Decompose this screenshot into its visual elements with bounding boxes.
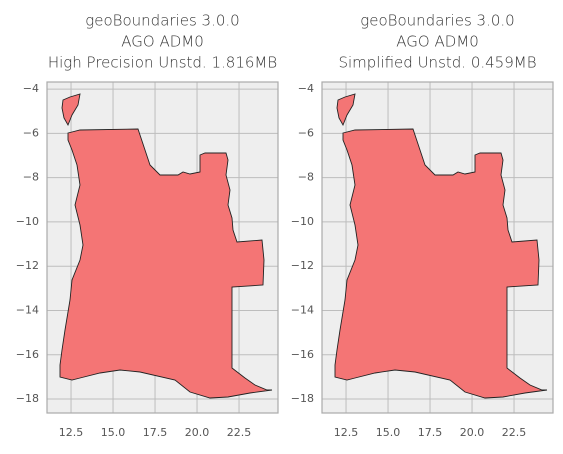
axes-frame xyxy=(46,81,279,414)
x-tick-label: 22.5 xyxy=(227,426,252,439)
y-tick-label: −10 xyxy=(291,215,314,228)
y-tick-label: −6 xyxy=(23,126,39,139)
panel-title: geoBoundaries 3.0.0 xyxy=(85,12,239,30)
x-tick-label: 15.0 xyxy=(101,426,126,439)
y-tick-label: −14 xyxy=(16,303,39,316)
axes-frame xyxy=(321,81,554,414)
y-tick-label: −16 xyxy=(291,348,314,361)
panel-title: Simplified Unstd. 0.459MB xyxy=(338,54,536,72)
y-tick-label: −12 xyxy=(291,259,314,272)
panel-title: AGO ADM0 xyxy=(121,33,204,51)
y-tick-label: −12 xyxy=(16,259,39,272)
y-tick-label: −6 xyxy=(298,126,314,139)
y-tick-label: −18 xyxy=(291,392,314,405)
x-tick-label: 12.5 xyxy=(59,426,84,439)
x-tick-label: 20.0 xyxy=(460,426,485,439)
y-tick-label: −16 xyxy=(16,348,39,361)
panel-title: High Precision Unstd. 1.816MB xyxy=(48,54,277,72)
x-tick-label: 20.0 xyxy=(185,426,210,439)
y-tick-label: −4 xyxy=(298,82,314,95)
y-tick-label: −10 xyxy=(16,215,39,228)
y-tick-label: −18 xyxy=(16,392,39,405)
x-tick-label: 12.5 xyxy=(334,426,359,439)
x-tick-label: 17.5 xyxy=(143,426,168,439)
panel-title: geoBoundaries 3.0.0 xyxy=(360,12,514,30)
panel-title: AGO ADM0 xyxy=(396,33,479,51)
y-tick-label: −8 xyxy=(298,171,314,184)
x-tick-label: 17.5 xyxy=(418,426,443,439)
y-tick-label: −14 xyxy=(291,303,314,316)
x-tick-label: 22.5 xyxy=(502,426,527,439)
x-tick-label: 15.0 xyxy=(376,426,401,439)
y-tick-label: −4 xyxy=(23,82,39,95)
y-tick-label: −8 xyxy=(23,171,39,184)
